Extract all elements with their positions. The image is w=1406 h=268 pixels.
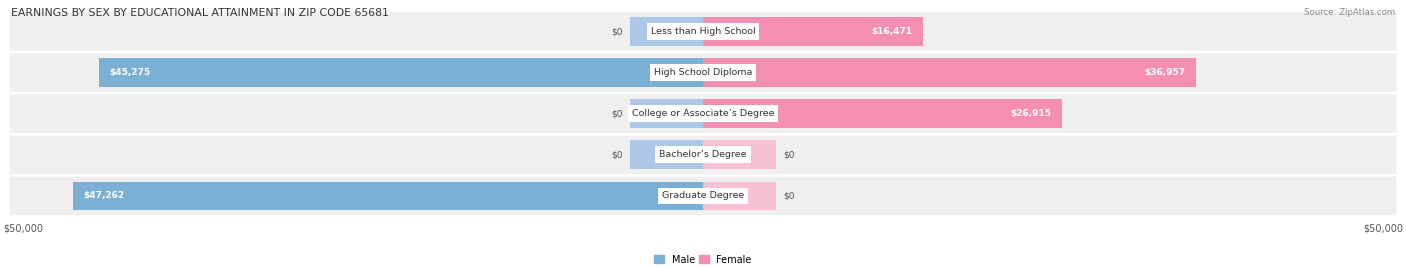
Text: High School Diploma: High School Diploma [654, 68, 752, 77]
FancyBboxPatch shape [10, 94, 1396, 133]
Bar [100, 58, 703, 87]
Bar [630, 17, 703, 46]
Bar [630, 140, 703, 169]
Text: $45,275: $45,275 [110, 68, 150, 77]
Bar [703, 58, 1197, 87]
Text: $0: $0 [612, 150, 623, 159]
Text: $0: $0 [612, 27, 623, 36]
FancyBboxPatch shape [10, 12, 1396, 51]
Bar [703, 17, 922, 46]
Text: EARNINGS BY SEX BY EDUCATIONAL ATTAINMENT IN ZIP CODE 65681: EARNINGS BY SEX BY EDUCATIONAL ATTAINMEN… [11, 8, 389, 18]
Text: $0: $0 [612, 109, 623, 118]
Bar [703, 140, 776, 169]
Text: Less than High School: Less than High School [651, 27, 755, 36]
FancyBboxPatch shape [10, 136, 1396, 174]
Text: $47,262: $47,262 [83, 191, 125, 200]
Text: $16,471: $16,471 [870, 27, 912, 36]
Bar [703, 99, 1062, 128]
Text: Graduate Degree: Graduate Degree [662, 191, 744, 200]
Bar [630, 99, 703, 128]
Text: Bachelor’s Degree: Bachelor’s Degree [659, 150, 747, 159]
Text: Source: ZipAtlas.com: Source: ZipAtlas.com [1303, 8, 1395, 17]
Text: $0: $0 [783, 191, 794, 200]
Text: $0: $0 [783, 150, 794, 159]
Bar [73, 181, 703, 210]
Text: $26,915: $26,915 [1011, 109, 1052, 118]
FancyBboxPatch shape [10, 177, 1396, 215]
Bar [703, 181, 776, 210]
Text: College or Associate’s Degree: College or Associate’s Degree [631, 109, 775, 118]
Text: $50,000: $50,000 [3, 224, 42, 234]
Legend: Male, Female: Male, Female [651, 251, 755, 268]
Text: $50,000: $50,000 [1364, 224, 1403, 234]
Text: $36,957: $36,957 [1144, 68, 1185, 77]
FancyBboxPatch shape [10, 53, 1396, 92]
